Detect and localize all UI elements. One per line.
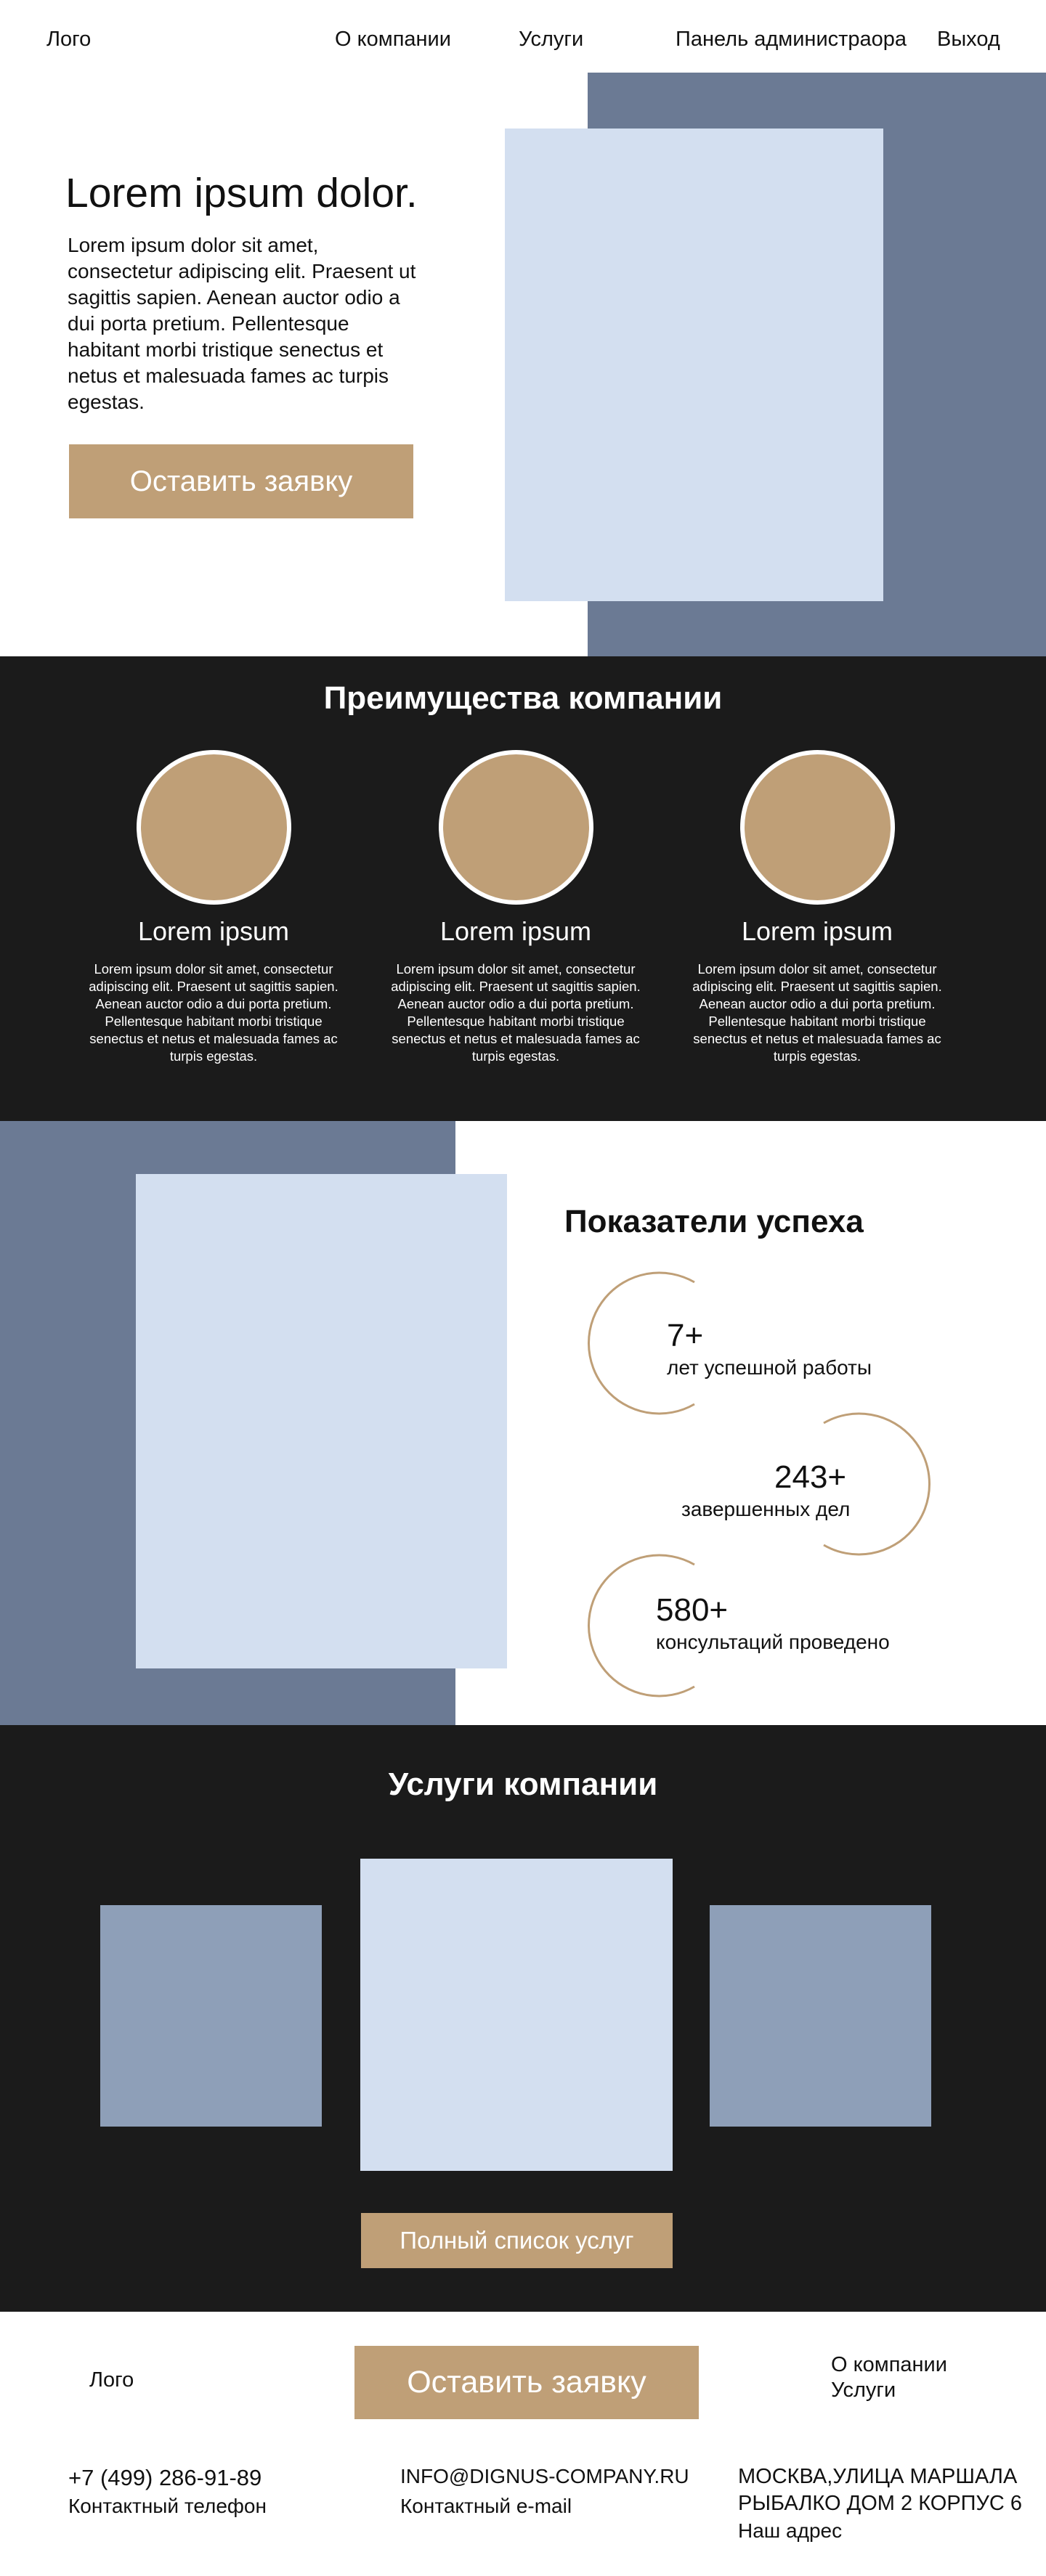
- stats-image-placeholder: [136, 1174, 507, 1668]
- advantage-image-3: [740, 750, 895, 905]
- stat-value-2: 243+: [774, 1459, 847, 1495]
- hero-request-button[interactable]: Оставить заявку: [69, 444, 413, 518]
- footer-logo[interactable]: Лого: [89, 2368, 134, 2392]
- stats-arcs: [587, 1271, 931, 1697]
- footer-phone-label: Контактный телефон: [68, 2495, 267, 2517]
- service-card-1[interactable]: [100, 1905, 322, 2127]
- header-logo[interactable]: Лого: [46, 28, 92, 51]
- advantage-name-1: Lorem ipsum: [137, 916, 290, 946]
- stat-label-2: завершенных дел: [681, 1498, 851, 1520]
- advantage-text-1: Lorem ipsum dolor sit amet, consectetur …: [89, 961, 338, 1064]
- hero-description: Lorem ipsum dolor sit amet, consectetur …: [68, 234, 416, 413]
- nav-logout[interactable]: Выход: [937, 28, 1000, 51]
- footer-link-about[interactable]: О компании: [831, 2353, 947, 2376]
- advantage-text-2: Lorem ipsum dolor sit amet, consectetur …: [391, 961, 641, 1064]
- nav-about[interactable]: О компании: [335, 28, 451, 51]
- advantage-image-2: [439, 750, 593, 905]
- hero-image-placeholder: [505, 129, 883, 601]
- nav-services[interactable]: Услуги: [519, 28, 584, 51]
- advantage-image-1: [137, 750, 291, 905]
- full-services-button[interactable]: Полный список услуг: [361, 2213, 673, 2268]
- service-card-3[interactable]: [710, 1905, 931, 2127]
- footer-link-services[interactable]: Услуги: [831, 2379, 896, 2402]
- service-card-2[interactable]: [360, 1859, 673, 2171]
- stat-value-3: 580+: [656, 1592, 729, 1628]
- stat-value-1: 7+: [667, 1318, 704, 1353]
- footer-address-line-2: РЫБАЛКО ДОМ 2 КОРПУС 6: [738, 2492, 1023, 2515]
- stat-label-1: лет успешной работы: [667, 1356, 872, 1379]
- advantage-text-3: Lorem ipsum dolor sit amet, consectetur …: [692, 961, 942, 1064]
- advantage-name-3: Lorem ipsum: [741, 916, 893, 946]
- footer-phone[interactable]: +7 (499) 286-91-89: [68, 2465, 262, 2490]
- stat-arc-1: [587, 1271, 695, 1415]
- footer-request-button[interactable]: Оставить заявку: [354, 2346, 699, 2419]
- nav-admin-panel[interactable]: Панель администраора: [676, 28, 907, 51]
- footer-address-line-1: МОСКВА,УЛИЦА МАРШАЛА: [738, 2465, 1018, 2488]
- stat-arc-3: [587, 1554, 695, 1697]
- footer-email[interactable]: INFO@DIGNUS-COMPANY.RU: [400, 2465, 689, 2487]
- hero-title: Lorem ipsum dolor.: [65, 170, 418, 216]
- footer-address-label: Наш адрес: [738, 2519, 843, 2542]
- stat-label-3: консультаций проведено: [656, 1631, 890, 1653]
- stats-title: Показатели успеха: [564, 1204, 864, 1239]
- advantage-name-2: Lorem ipsum: [439, 916, 592, 946]
- advantages-title: Преимущества компании: [323, 680, 723, 716]
- footer-email-label: Контактный e-mail: [400, 2495, 572, 2517]
- stat-arc-2: [823, 1412, 931, 1556]
- services-title: Услуги компании: [388, 1766, 658, 1802]
